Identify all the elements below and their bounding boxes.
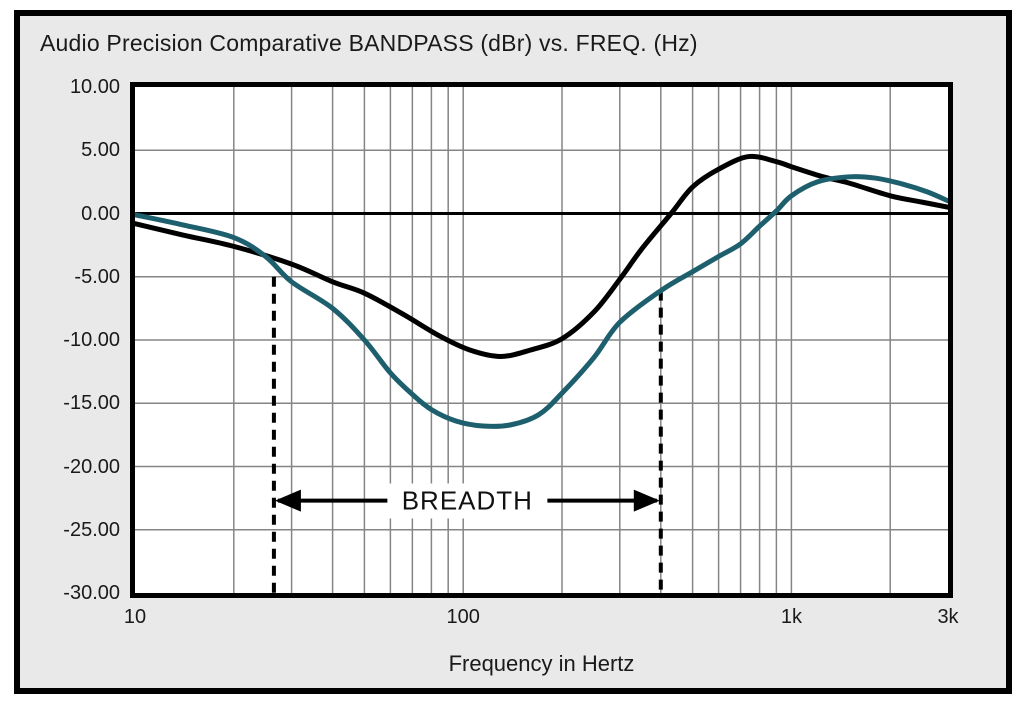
x-tick-label: 10 <box>123 606 147 628</box>
y-tick-label: -20.00 <box>63 455 120 478</box>
teal-response-curve <box>135 174 948 429</box>
y-tick-label: -30.00 <box>63 582 120 604</box>
breadth-label: BREADTH <box>387 483 547 519</box>
chart-title: Audio Precision Comparative BANDPASS (dB… <box>40 30 698 56</box>
x-tick-label: 1k <box>780 606 802 628</box>
breadth-arrowhead-left <box>274 489 301 512</box>
chart-canvas <box>135 87 948 593</box>
y-tick-label: -10.00 <box>63 329 120 351</box>
y-tick-label: -25.00 <box>63 518 120 541</box>
breadth-arrowhead-right <box>633 489 660 512</box>
y-tick-label: -5.00 <box>74 265 120 288</box>
y-tick-label: 5.00 <box>81 139 120 162</box>
x-tick-label: 100 <box>446 606 480 628</box>
y-tick-label: 10.00 <box>69 76 120 98</box>
x-axis-title: Frequency in Hertz <box>448 651 635 676</box>
x-tick-label: 3k <box>937 606 959 628</box>
y-tick-label: -15.00 <box>63 392 120 415</box>
black-response-curve <box>135 153 948 359</box>
chart-frame: Audio Precision Comparative BANDPASS (dB… <box>14 10 1012 694</box>
y-tick-label: 0.00 <box>81 202 120 225</box>
plot-area: BREADTH <box>130 82 953 598</box>
